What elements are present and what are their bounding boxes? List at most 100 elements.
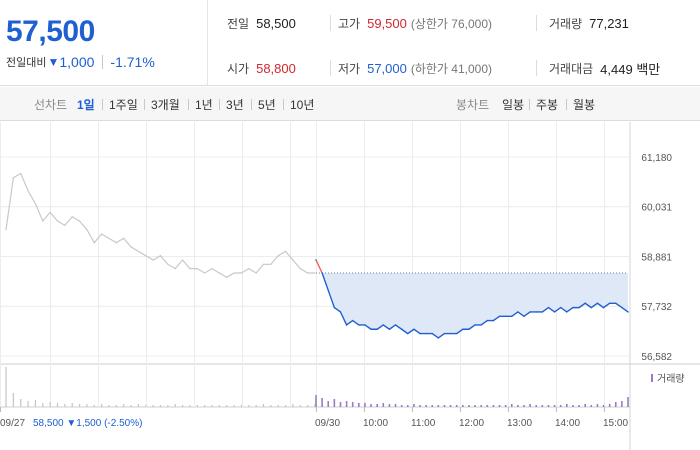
data-point-today	[584, 302, 586, 304]
volume-bar-prev-day	[5, 367, 7, 407]
volume-bar-today	[523, 405, 525, 407]
volume-bar-prev-day	[34, 400, 37, 407]
data-point-prev-day	[49, 211, 51, 213]
change-label: 전일대비	[6, 57, 47, 69]
line-chart-label: 선차트	[34, 98, 68, 112]
data-point-prev-day	[233, 272, 235, 274]
data-point-prev-day	[12, 177, 14, 179]
volume-bar-today	[321, 398, 323, 407]
volume-bar-prev-day	[27, 401, 29, 407]
prev-close-label: 전일	[227, 16, 250, 31]
volume-bar-today	[333, 399, 336, 407]
data-point-prev-day	[152, 259, 154, 261]
divider	[566, 99, 567, 110]
data-point-prev-day	[292, 259, 294, 261]
data-point-prev-day	[93, 242, 95, 244]
prev-close-value: 58,500	[256, 15, 296, 31]
divider	[536, 15, 537, 31]
volume-bar-today	[590, 405, 593, 407]
data-point-today	[407, 332, 409, 335]
volume-bar-prev-day	[115, 405, 117, 407]
volume-bar-prev-day	[71, 403, 73, 407]
volume-bar-today	[443, 405, 446, 407]
series-line-today-above-close	[315, 259, 323, 274]
volume-bar-prev-day	[299, 405, 301, 407]
tab-weekly-candle[interactable]: 주봉	[536, 98, 559, 112]
volume-bar-today	[400, 405, 403, 407]
divider	[102, 99, 103, 110]
divider	[529, 99, 530, 110]
volume-bar-today	[566, 404, 568, 407]
data-point-today	[627, 311, 629, 313]
volume-bar-prev-day	[292, 404, 294, 407]
tab-monthly-candle[interactable]: 월봉	[573, 98, 596, 112]
data-point-prev-day	[226, 276, 228, 278]
volume-legend-swatch	[651, 374, 653, 382]
current-price: 57,500	[6, 15, 95, 48]
data-point-prev-day	[101, 233, 103, 235]
change-row: 전일대비 ▼ 1,000 -1.71%	[6, 54, 155, 70]
data-point-today	[535, 311, 537, 313]
data-point-today	[468, 328, 470, 330]
tab-1d[interactable]: 1일	[77, 98, 95, 112]
upper-limit-text: (상한가 76,000)	[410, 16, 493, 31]
tab-5y[interactable]: 5년	[258, 98, 276, 112]
prev-day-close: 58,500	[33, 418, 66, 429]
tab-1y[interactable]: 1년	[195, 98, 213, 112]
data-point-prev-day	[196, 268, 198, 270]
tab-1w[interactable]: 1주일	[109, 98, 138, 112]
tab-10y[interactable]: 10년	[290, 98, 315, 112]
data-point-prev-day	[5, 229, 7, 231]
volume-bar-today	[578, 405, 580, 407]
data-point-prev-day	[307, 272, 309, 274]
data-point-prev-day	[204, 272, 206, 274]
volume-bar-today	[358, 403, 360, 407]
volume-bar-today	[498, 405, 501, 407]
data-point-prev-day	[255, 272, 257, 274]
x-tick-label: 09/27	[0, 418, 25, 429]
volume-bar-prev-day	[145, 405, 147, 407]
volume-bar-prev-day	[255, 405, 257, 407]
data-point-today	[345, 324, 348, 326]
data-point-today	[376, 328, 378, 330]
volume-bar-today	[529, 404, 531, 407]
volume-bar-today	[351, 402, 354, 407]
data-point-today	[498, 315, 501, 317]
divider	[251, 99, 252, 110]
data-point-prev-day	[218, 272, 220, 274]
volume-bar-today	[437, 405, 440, 407]
data-point-today	[486, 319, 488, 322]
tab-daily-candle[interactable]: 일봉	[502, 98, 525, 112]
amount-cell: 거래대금 4,449 백만	[549, 58, 660, 78]
data-point-prev-day	[145, 255, 147, 257]
change-percent: -1.71%	[110, 54, 155, 70]
tab-3y[interactable]: 3년	[226, 98, 244, 112]
volume-bar-prev-day	[314, 404, 316, 407]
volume-bar-prev-day	[159, 405, 162, 407]
volume-bar-prev-day	[56, 403, 59, 407]
data-point-prev-day	[64, 224, 66, 226]
divider	[144, 99, 145, 110]
data-point-today	[523, 315, 525, 317]
x-tick-label: 15:00	[603, 418, 628, 429]
volume-bar-prev-day	[137, 404, 140, 407]
data-point-today	[596, 302, 599, 304]
volume-value: 77,231	[589, 15, 629, 31]
data-point-today	[400, 328, 403, 330]
data-point-today	[315, 259, 317, 261]
volume-bar-prev-day	[218, 405, 220, 407]
data-point-prev-day	[299, 268, 301, 270]
volume-bar-prev-day	[152, 405, 154, 407]
data-point-prev-day	[159, 255, 162, 257]
data-point-prev-day	[20, 172, 22, 175]
x-tick-label: 14:00	[555, 418, 580, 429]
data-point-today	[517, 311, 519, 313]
volume-bar-prev-day	[174, 404, 176, 407]
high-label: 고가	[338, 16, 361, 31]
volume-bar-today	[510, 404, 513, 407]
y-tick-label: 58,881	[641, 253, 672, 264]
low-cell: 저가 57,000 (하한가 41,000)	[338, 58, 492, 78]
tab-3m[interactable]: 3개월	[151, 98, 180, 112]
data-point-prev-day	[277, 255, 279, 257]
data-point-today	[443, 332, 446, 335]
